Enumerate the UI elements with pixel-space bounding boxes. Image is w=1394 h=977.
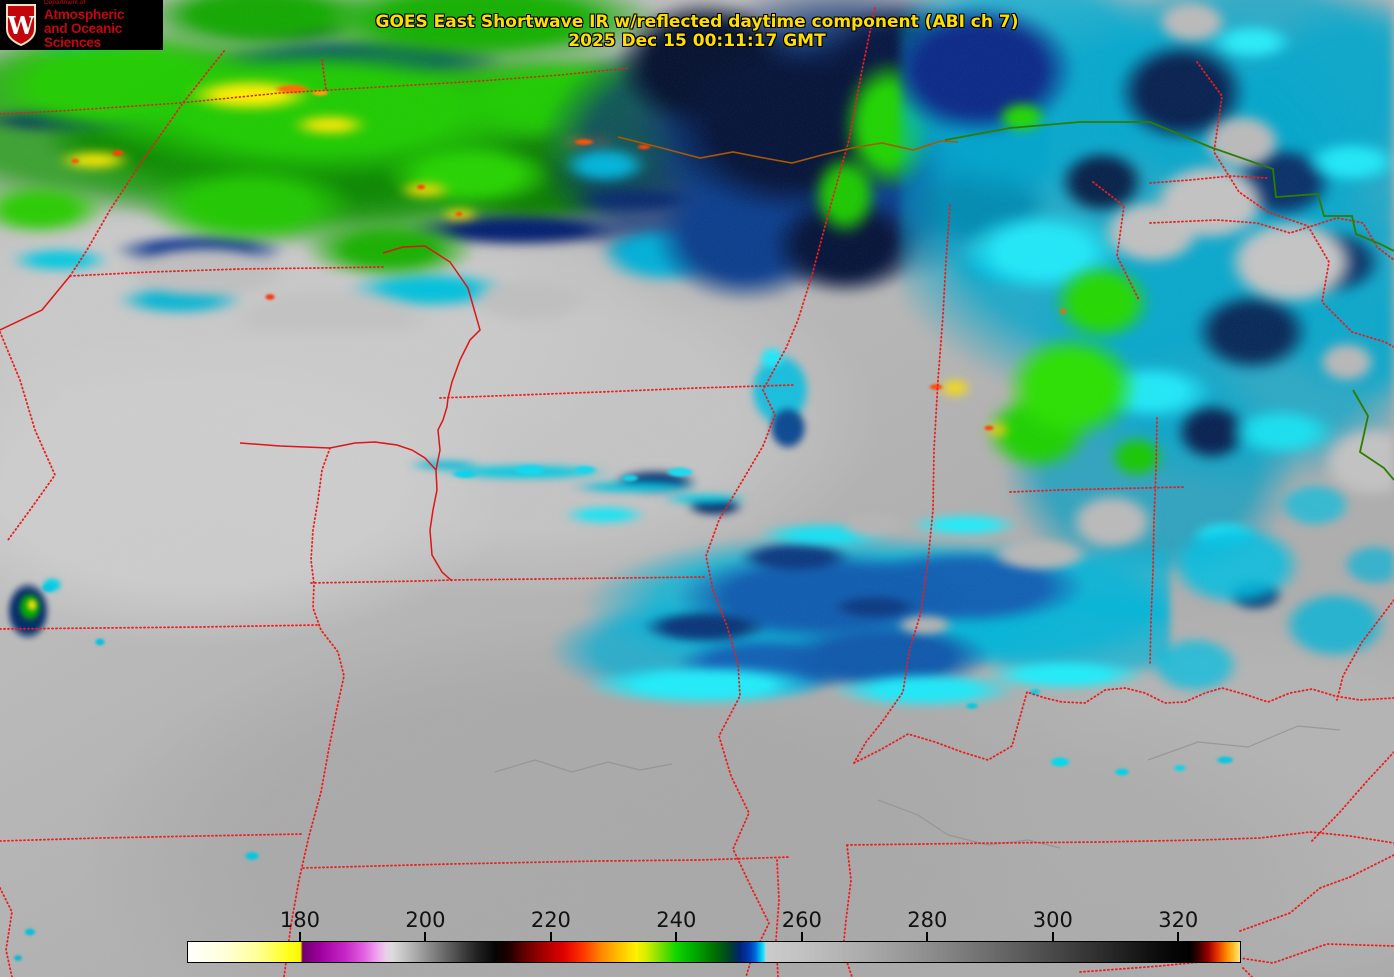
state-border-line — [853, 687, 1394, 764]
state-border-line — [846, 831, 1394, 846]
state-border-line — [1239, 854, 1394, 932]
state-border-line — [1336, 599, 1394, 701]
state-border-line — [321, 59, 327, 91]
cloud-blob-southwest — [0, 545, 90, 675]
river-lines-group — [0, 245, 481, 582]
state-border-line — [1149, 417, 1158, 665]
colorbar-tick — [1177, 932, 1180, 941]
land-texture-line — [1147, 725, 1341, 761]
cloud-region-northeast-cyan — [900, 0, 1394, 570]
image-title: GOES East Shortwave IR w/reflected dayti… — [0, 13, 1394, 51]
colorbar-tick-label: 320 — [1158, 908, 1199, 932]
logo-dept-line: Department of — [44, 0, 86, 6]
colorbar-tick — [549, 932, 552, 941]
colorbar: 180 200 220 240 260 280 300 320 — [187, 908, 1241, 963]
uw-crest-shield-icon: W — [6, 4, 36, 47]
state-border-line — [283, 447, 345, 977]
cloud-region-east-patches — [1130, 440, 1394, 750]
river-line — [239, 441, 437, 471]
state-border-line — [1149, 175, 1268, 184]
lakeshore-green-group — [944, 121, 1394, 481]
state-border-line — [1009, 486, 1186, 493]
title-line-1: GOES East Shortwave IR w/reflected dayti… — [375, 12, 1019, 32]
cloud-region-northcentral-blue — [540, 0, 1050, 340]
crest-letter: W — [7, 11, 36, 40]
state-border-line — [705, 7, 876, 977]
colorbar-tick-label: 280 — [907, 908, 948, 932]
title-line-2: 2025 Dec 15 00:11:17 GMT — [568, 31, 826, 51]
state-border-line — [0, 833, 304, 842]
state-border-line — [1196, 61, 1394, 348]
state-border-line — [0, 331, 57, 541]
cloud-region-central-cyan-band — [400, 430, 1170, 730]
state-border-line — [69, 49, 226, 277]
crest-shape — [6, 4, 36, 47]
logo-name-line-1: Atmospheric — [44, 6, 125, 22]
state-border-line — [302, 856, 791, 869]
lakeshore-green-line — [944, 121, 1394, 252]
state-border-line — [1092, 181, 1140, 301]
cloud-blob-west — [730, 320, 840, 470]
logo-name-line-2: and Oceanic Sciences — [44, 20, 123, 50]
colorbar-tick-label: 300 — [1032, 908, 1073, 932]
river-line — [382, 245, 481, 582]
lakeshore-green-line — [1352, 389, 1394, 481]
cloud-region-northwest-green — [0, 0, 770, 330]
state-border-line — [853, 204, 951, 764]
state-border-line — [439, 384, 794, 399]
colorbar-gradient — [187, 941, 1241, 963]
colorbar-tick — [675, 932, 678, 941]
river-line — [0, 275, 71, 331]
colorbar-tick — [424, 932, 427, 941]
colorbar-tick-label: 240 — [656, 908, 697, 932]
colorbar-tick-label: 260 — [781, 908, 822, 932]
colorbar-tick-label: 180 — [279, 908, 320, 932]
state-border-line — [310, 576, 706, 584]
state-border-line — [1149, 217, 1394, 261]
colorbar-tick — [298, 932, 301, 941]
north-border-line — [0, 67, 631, 115]
state-border-line — [0, 887, 13, 977]
land-texture-line — [494, 759, 673, 773]
land-texture-line — [877, 799, 1061, 849]
colorbar-tick — [1051, 932, 1054, 941]
colorbar-tick — [926, 932, 929, 941]
state-border-line — [0, 624, 319, 630]
colorbar-tick-label: 220 — [530, 908, 571, 932]
colorbar-tick — [800, 932, 803, 941]
state-border-line — [1309, 751, 1394, 844]
colorbar-tick-label: 200 — [405, 908, 446, 932]
state-borders-group — [0, 7, 1394, 977]
uw-aos-logo: W Department of Atmospheric and Oceanic … — [0, 0, 163, 50]
coastline-brown-line — [617, 136, 959, 164]
state-border-line — [1242, 967, 1253, 977]
logo-text: Department of Atmospheric and Oceanic Sc… — [44, 0, 163, 50]
state-border-line — [69, 266, 384, 277]
